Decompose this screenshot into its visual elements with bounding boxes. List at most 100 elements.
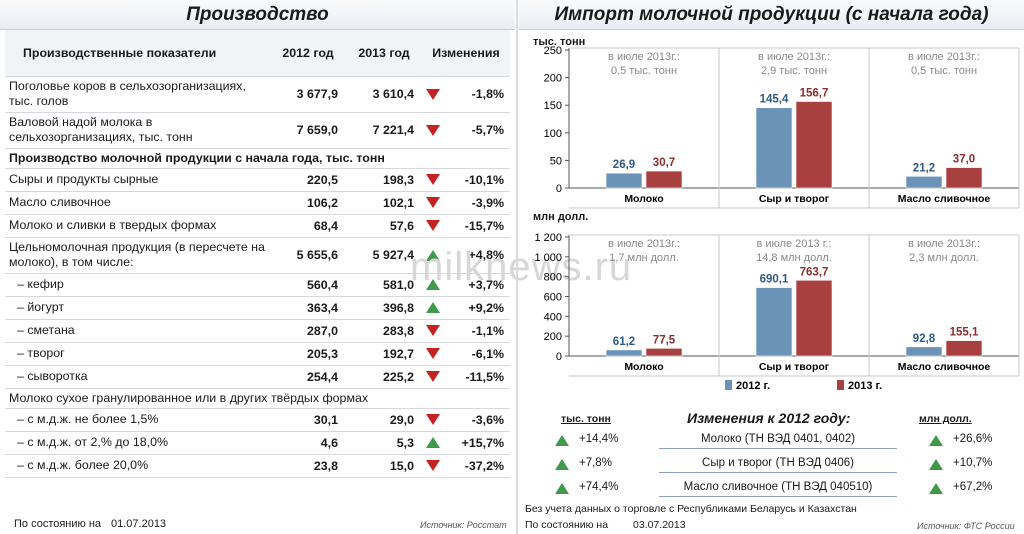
change-value: -37,2% bbox=[464, 458, 504, 473]
usd-bar-chart: 0 200 400 600 800 1 000 1 200 в июле 2013г.: 1,7… bbox=[534, 232, 1020, 392]
bar-2013 bbox=[795, 279, 833, 357]
change-value: -10,1% bbox=[464, 172, 504, 187]
value-2012: 4,6 bbox=[270, 431, 346, 455]
annotation-line1: в июле 2013г.: bbox=[758, 51, 830, 63]
change-cell: -5,7% bbox=[422, 112, 510, 149]
import-title: Импорт молочной продукции (с начала года… bbox=[519, 0, 1024, 30]
triangle-up-icon bbox=[426, 279, 440, 290]
triangle-down-icon bbox=[426, 220, 440, 231]
change-value: -15,7% bbox=[464, 218, 504, 233]
change-cell: +4,8% bbox=[422, 237, 510, 274]
value-2013: 581,0 bbox=[346, 273, 422, 297]
production-title: Производство bbox=[0, 0, 515, 30]
watermark: milknews.ru bbox=[410, 245, 633, 289]
annotation-line2: 2,9 тыс. тонн bbox=[761, 65, 827, 77]
annotation-line1: в июле 2013 г.: bbox=[757, 238, 832, 250]
value-2013: 283,8 bbox=[346, 319, 422, 343]
value-2012: 7 659,0 bbox=[270, 112, 346, 149]
value-2012: 363,4 bbox=[270, 296, 346, 320]
value-2013: 198,3 bbox=[346, 168, 422, 192]
row-label: Сыры и продукты сырные bbox=[5, 168, 270, 192]
right-footer-label: По состоянию на bbox=[525, 519, 609, 531]
triangle-up-icon bbox=[929, 483, 943, 494]
annotation-line2: 2,3 млн долл. bbox=[909, 252, 979, 264]
value-2012: 68,4 bbox=[270, 214, 346, 238]
change-usd: +67,2% bbox=[953, 481, 993, 493]
value-2013: 5,3 bbox=[346, 431, 422, 455]
triangle-down-icon bbox=[426, 88, 440, 100]
section-row: Молоко сухое гранулированное или в други… bbox=[5, 388, 510, 409]
chart2-unit-label: млн долл. bbox=[533, 211, 589, 223]
table-row: Сыры и продукты сырные 220,5 198,3 -10,1% bbox=[5, 168, 510, 192]
x-category-label: Масло сливочное bbox=[898, 193, 991, 205]
triangle-down-icon bbox=[426, 348, 440, 359]
change-cell: -1,1% bbox=[422, 319, 510, 343]
table-row: – с м.д.ж. более 20,0% 23,8 15,0 -37,2% bbox=[5, 454, 510, 478]
annotation-line2: 0,5 тыс. тонн bbox=[911, 65, 977, 77]
y-tick-label: 100 bbox=[544, 128, 562, 140]
y-tick-label: 1 000 bbox=[534, 252, 562, 264]
row-label: Валовой надой молока в сельхозорганизаци… bbox=[5, 112, 270, 149]
table-row: Молоко и сливки в твердых формах 68,4 57,6… bbox=[5, 214, 510, 238]
bar-value-label: 26,9 bbox=[613, 159, 635, 171]
table-row: Масло сливочное 106,2 102,1 -3,9% bbox=[5, 191, 510, 215]
triangle-up-icon bbox=[555, 435, 569, 446]
table-row: – с м.д.ж. не более 1,5% 30,1 29,0 -3,6% bbox=[5, 408, 510, 432]
left-footer-date: 01.07.2013 bbox=[111, 518, 167, 530]
change-cell: -37,2% bbox=[422, 454, 510, 478]
annotation-line2: 1,7 млн долл. bbox=[609, 252, 679, 264]
row-label: Масло сливочное bbox=[5, 191, 270, 215]
table-row: – кефир 560,4 581,0 +3,7% bbox=[5, 273, 510, 297]
bar-2012 bbox=[605, 349, 643, 357]
change-value: -1,1% bbox=[471, 323, 504, 338]
value-2012: 205,3 bbox=[270, 342, 346, 366]
table-row: – йогурт 363,4 396,8 +9,2% bbox=[5, 296, 510, 320]
change-value: -6,1% bbox=[471, 346, 504, 361]
x-category-label: Молоко bbox=[624, 193, 663, 205]
bar-value-label: 21,2 bbox=[913, 162, 935, 174]
chart1-unit-label: тыс. тонн bbox=[533, 36, 586, 48]
row-label: Молоко и сливки в твердых формах bbox=[5, 214, 270, 238]
triangle-up-icon bbox=[555, 459, 569, 470]
row-label: – с м.д.ж. более 20,0% bbox=[5, 454, 270, 478]
value-2013: 192,7 bbox=[346, 342, 422, 366]
bar-value-label: 77,5 bbox=[653, 334, 676, 346]
header-2012: 2012 год bbox=[270, 30, 346, 77]
value-2012: 220,5 bbox=[270, 168, 346, 192]
bar-value-label: 61,2 bbox=[613, 336, 635, 348]
change-cell: -11,5% bbox=[422, 365, 510, 389]
value-2012: 5 655,6 bbox=[270, 237, 346, 274]
triangle-down-icon bbox=[426, 197, 440, 208]
value-2013: 225,2 bbox=[346, 365, 422, 389]
panel-divider bbox=[516, 0, 518, 534]
y-tick-label: 1 200 bbox=[534, 232, 562, 244]
change-row: +14,4% Молоко (ТН ВЭД 0401, 0402) +26,6% bbox=[527, 429, 1017, 453]
y-tick-label: 200 bbox=[544, 73, 562, 85]
y-tick-label: 50 bbox=[550, 155, 562, 167]
bar-2013 bbox=[645, 348, 683, 357]
change-usd: +26,6% bbox=[953, 433, 993, 445]
triangle-down-icon bbox=[426, 174, 440, 185]
changes-block: тыс. тонн Изменения к 2012 году: млн дол… bbox=[519, 404, 1024, 497]
row-label: Цельномолочная продукция (в пересчете на… bbox=[5, 237, 270, 274]
bar-value-label: 145,4 bbox=[760, 94, 789, 106]
triangle-up-icon bbox=[426, 249, 440, 261]
value-2013: 15,0 bbox=[346, 454, 422, 478]
triangle-up-icon bbox=[929, 459, 943, 470]
annotation-line2: 14,8 млн долл. bbox=[756, 252, 832, 264]
table-header-row: Производственные показатели 2012 год 201… bbox=[5, 30, 510, 77]
triangle-up-icon bbox=[555, 483, 569, 494]
bar-2013 bbox=[945, 167, 983, 189]
bar-2012 bbox=[605, 172, 643, 189]
change-value: +9,2% bbox=[468, 300, 504, 315]
value-2012: 560,4 bbox=[270, 273, 346, 297]
change-cell: +3,7% bbox=[422, 273, 510, 297]
change-value: -1,8% bbox=[471, 87, 504, 101]
change-cell: -1,8% bbox=[422, 76, 510, 113]
change-cell: -10,1% bbox=[422, 168, 510, 192]
change-cell: -3,6% bbox=[422, 408, 510, 432]
section-row: Производство молочной продукции с начала… bbox=[5, 148, 510, 169]
import-panel: Импорт молочной продукции (с начала года… bbox=[519, 0, 1024, 534]
left-source: Источник: Росстат bbox=[420, 520, 507, 530]
x-category-label: Молоко bbox=[624, 361, 663, 373]
